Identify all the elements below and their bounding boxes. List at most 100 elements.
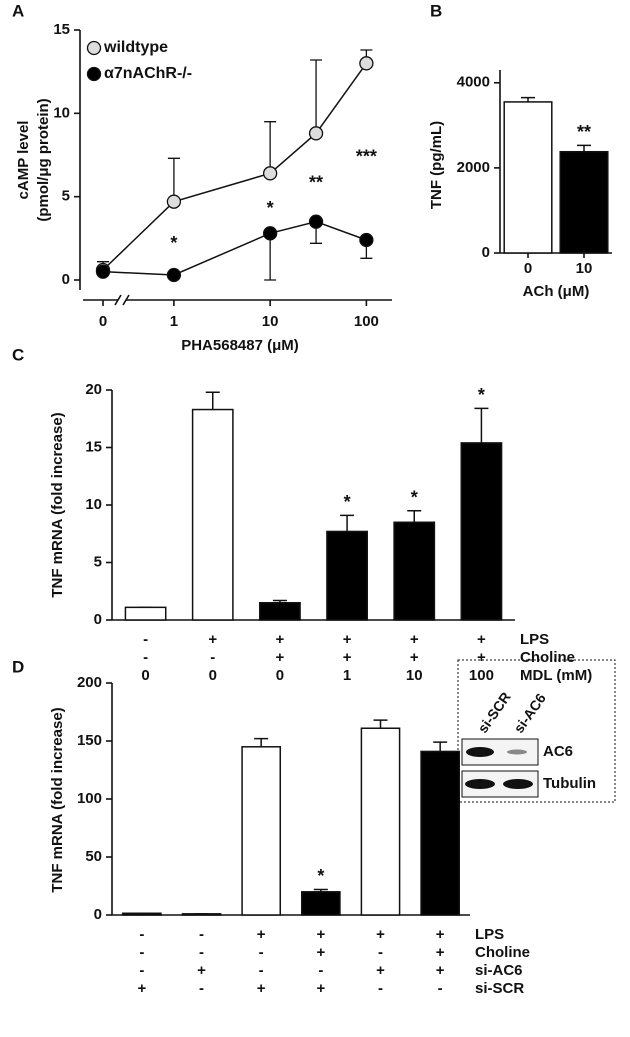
condition-cell: + [436, 944, 445, 961]
x-tick-label: 100 [354, 313, 379, 330]
legend-label: wildtype [103, 39, 168, 56]
condition-cell: + [410, 631, 419, 648]
bar [241, 746, 282, 916]
condition-cell: - [259, 944, 264, 961]
condition-cell: - [210, 649, 215, 666]
blot-row-label: AC6 [543, 743, 573, 760]
error-bar [254, 737, 269, 747]
condition-cell: - [438, 980, 443, 997]
blot-band [507, 749, 527, 755]
significance: *** [356, 146, 377, 166]
condition-cell: + [208, 631, 217, 648]
condition-name: LPS [520, 631, 549, 648]
condition-cell: - [199, 944, 204, 961]
y-tick-label: 100 [77, 790, 102, 807]
condition-cell: - [378, 944, 383, 961]
y-tick-label: 4000 [457, 74, 490, 91]
inset-frame [457, 659, 616, 803]
condition-name: Choline [520, 649, 575, 666]
y-tick-label: 5 [94, 553, 102, 570]
y-tick-label: 15 [85, 438, 102, 455]
y-tick-label: 200 [77, 674, 102, 691]
x-axis-label: PHA568487 (μM) [181, 337, 299, 354]
data-point [262, 226, 278, 241]
bar [124, 606, 167, 621]
y-axis-label: TNF mRNA (fold increase) [49, 707, 66, 892]
significance: * [267, 198, 274, 218]
condition-name: MDL (mM) [520, 667, 592, 684]
condition-cell: + [436, 962, 445, 979]
x-axis-label: ACh (μM) [523, 283, 590, 300]
x-tick-label: 10 [576, 260, 593, 277]
condition-cell: - [199, 980, 204, 997]
condition-cell: + [257, 980, 266, 997]
error-bar [264, 233, 277, 281]
condition-cell: - [259, 962, 264, 979]
axis-break [114, 294, 130, 306]
condition-name: Choline [475, 944, 530, 961]
panel-label: D [12, 657, 24, 676]
error-bar [340, 514, 355, 532]
y-tick-label: 5 [62, 188, 70, 205]
error-bar [373, 719, 388, 729]
y-tick-label: 15 [53, 21, 70, 38]
bar [460, 442, 503, 621]
condition-cell: - [378, 980, 383, 997]
bar [191, 408, 234, 621]
condition-cell: + [276, 631, 285, 648]
y-tick-label: 0 [94, 611, 102, 628]
error-bar [167, 157, 180, 202]
y-tick-label: 50 [85, 848, 102, 865]
condition-cell: 1 [343, 667, 351, 684]
blot-band [503, 779, 533, 789]
data-point [308, 214, 324, 229]
bar [259, 602, 301, 621]
data-point [359, 56, 374, 71]
condition-cell: + [316, 926, 325, 943]
blot-row-label: Tubulin [543, 775, 596, 792]
bar [360, 727, 401, 916]
significance: * [411, 488, 418, 508]
condition-cell: + [436, 926, 445, 943]
legend-label: α7nAChR-/- [104, 65, 192, 82]
condition-cell: + [276, 649, 285, 666]
condition-cell: + [197, 962, 206, 979]
y-tick-label: 2000 [457, 159, 490, 176]
significance: * [317, 866, 324, 886]
y-tick-label: 20 [85, 381, 102, 398]
y-axis-label: TNF mRNA (fold increase) [49, 412, 66, 597]
y-tick-label: 0 [62, 271, 70, 288]
condition-cell: - [318, 962, 323, 979]
blot-lane-label: si-AC6 [510, 690, 549, 736]
significance: * [344, 492, 351, 512]
condition-cell: + [376, 926, 385, 943]
y-tick-label: 0 [94, 906, 102, 923]
y-axis-label: TNF (pg/mL) [428, 121, 445, 209]
y-axis-label: cAMP level [15, 121, 32, 200]
condition-cell: - [139, 944, 144, 961]
bar [121, 912, 162, 916]
bar [300, 891, 341, 916]
significance: * [170, 233, 177, 253]
data-point [95, 264, 111, 279]
error-bar [407, 510, 422, 523]
panel-label: A [12, 1, 24, 20]
error-bar [310, 59, 323, 134]
data-point [308, 126, 324, 141]
condition-cell: - [199, 926, 204, 943]
bar [559, 150, 609, 254]
significance: ** [577, 122, 591, 142]
condition-cell: + [316, 944, 325, 961]
blot-band [466, 747, 494, 757]
x-tick-label: 1 [170, 313, 178, 330]
condition-cell: 100 [469, 667, 494, 684]
condition-cell: + [137, 980, 146, 997]
error-bar [577, 144, 591, 152]
condition-cell: + [257, 926, 266, 943]
significance: * [478, 385, 485, 405]
y-axis-label: (pmol/μg protein) [35, 98, 52, 221]
error-bar [474, 407, 489, 443]
condition-cell: + [343, 631, 352, 648]
x-tick-label: 10 [262, 313, 279, 330]
